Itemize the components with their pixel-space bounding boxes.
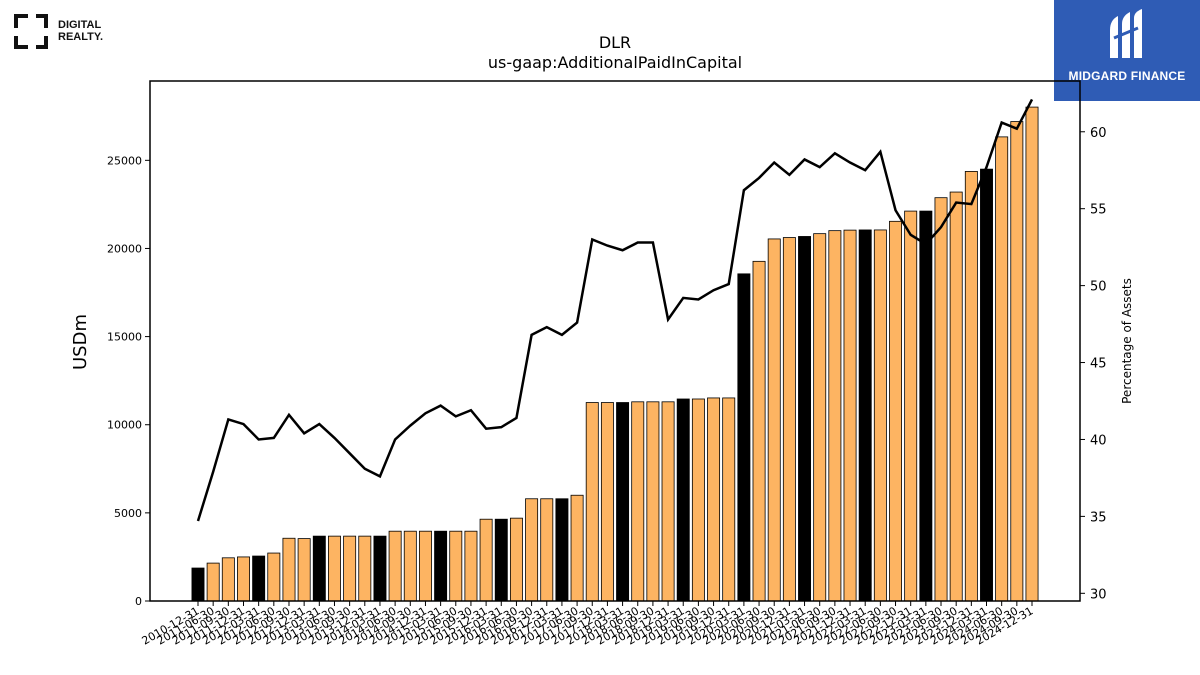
bar-2021-06-30: [828, 230, 842, 602]
plot-frame: [149, 80, 1081, 602]
bar-2023-12-31: [980, 168, 993, 602]
bar-2019-12-31: [737, 273, 751, 602]
bar-2015-12-31: [494, 518, 508, 602]
left-tick-label: 5000: [114, 507, 142, 520]
bar-2012-12-31: [312, 535, 326, 602]
bar-2016-06-30: [525, 498, 539, 602]
right-tick-label: 50: [1090, 280, 1107, 295]
bar-2022-09-30: [904, 210, 918, 602]
digital-realty-bracket-icon: [14, 14, 48, 49]
left-tick-label: 0: [135, 595, 142, 608]
bar-2016-03-31: [509, 517, 523, 602]
bar-2020-03-31: [752, 260, 766, 602]
bar-2017-12-31: [616, 402, 630, 602]
bar-2023-06-30: [949, 191, 963, 602]
left-tick-label: 10000: [107, 419, 142, 432]
bar-2018-03-31: [631, 401, 645, 602]
bar-2014-12-31: [434, 530, 448, 602]
bar-2011-03-31: [206, 562, 220, 602]
bar-2013-03-31: [328, 535, 341, 602]
left-tick-label: 25000: [107, 154, 142, 167]
bar-2022-12-31: [919, 210, 933, 602]
bar-2021-09-30: [843, 229, 857, 602]
chart-subtitle: us-gaap:AdditionalPaidInCapital: [487, 53, 743, 72]
bar-2014-09-30: [418, 530, 432, 602]
bar-2019-03-31: [691, 398, 705, 602]
bar-2014-03-31: [388, 530, 402, 602]
bar-2018-06-30: [646, 401, 660, 602]
bar-2017-06-30: [585, 402, 599, 602]
bar-2020-12-31: [798, 236, 812, 602]
bar-2013-09-30: [358, 535, 372, 602]
bar-2016-09-30: [540, 498, 554, 602]
bar-2012-09-30: [297, 538, 311, 602]
y-axis-label: USDm: [70, 314, 91, 370]
bar-2020-09-30: [782, 237, 796, 602]
bar-2024-09-30: [1025, 106, 1039, 602]
bar-2012-06-30: [282, 537, 296, 602]
left-tick-label: 20000: [107, 242, 142, 255]
right-tick-label: 45: [1090, 357, 1107, 372]
right-tick-label: 40: [1090, 433, 1107, 448]
bar-2021-12-31: [858, 229, 872, 602]
bar-2015-03-31: [449, 530, 463, 602]
left-tick-label: 15000: [107, 331, 142, 344]
bar-2021-03-31: [813, 233, 827, 602]
right-axis-ticks: 30 35 40 45 50 55 60: [1080, 126, 1107, 602]
bar-2011-06-30: [221, 557, 235, 602]
right-tick-label: 30: [1090, 587, 1107, 602]
bar-2013-12-31: [373, 535, 387, 602]
right-tick-label: 35: [1090, 510, 1107, 525]
bar-2024-03-31: [995, 136, 1009, 602]
bar-2023-09-30: [964, 171, 978, 602]
percentage-line: [196, 98, 1034, 522]
bar-2010-12-31: [191, 567, 205, 602]
bar-2016-12-31: [555, 498, 569, 602]
bar-2015-06-30: [464, 530, 478, 602]
bar-2017-09-30: [600, 402, 614, 602]
bar-series: [191, 106, 1039, 602]
bar-2013-06-30: [343, 535, 357, 602]
bar-2019-06-30: [707, 397, 721, 602]
digital-realty-logo: DIGITAL REALTY.: [14, 14, 144, 54]
bar-2012-03-31: [267, 552, 281, 602]
bar-2022-06-30: [889, 220, 902, 602]
midgard-finance-emblem-icon: [1110, 9, 1142, 58]
chart-title: DLR: [598, 33, 632, 52]
bar-2011-12-31: [252, 555, 266, 602]
bar-2019-09-30: [722, 397, 736, 602]
bar-2015-09-30: [479, 518, 493, 602]
y2-axis-label: Percentage of Assets: [1120, 278, 1134, 404]
x-axis-ticks: 2010-12-312011-06-302011-09-302011-12-31…: [140, 601, 1036, 648]
bar-2024-06-30: [1010, 121, 1024, 602]
midgard-finance-logo-text: MIDGARD FINANCE: [1068, 69, 1186, 83]
bar-2017-03-31: [570, 494, 584, 602]
midgard-finance-logo: MIDGARD FINANCE: [1054, 0, 1200, 101]
bar-2023-03-31: [934, 197, 948, 602]
bar-2011-09-30: [237, 556, 250, 602]
bar-2020-06-30: [767, 238, 781, 602]
bar-2014-06-30: [403, 530, 417, 602]
right-tick-label: 55: [1090, 203, 1107, 218]
bar-2022-03-31: [873, 229, 887, 602]
digital-realty-logo-text: DIGITAL REALTY.: [58, 19, 104, 43]
bar-2018-09-30: [661, 401, 675, 602]
left-axis-ticks: 0 5000 10000 15000 20000 25000: [107, 154, 150, 608]
right-tick-label: 60: [1090, 126, 1107, 141]
bar-2018-12-31: [676, 398, 690, 602]
